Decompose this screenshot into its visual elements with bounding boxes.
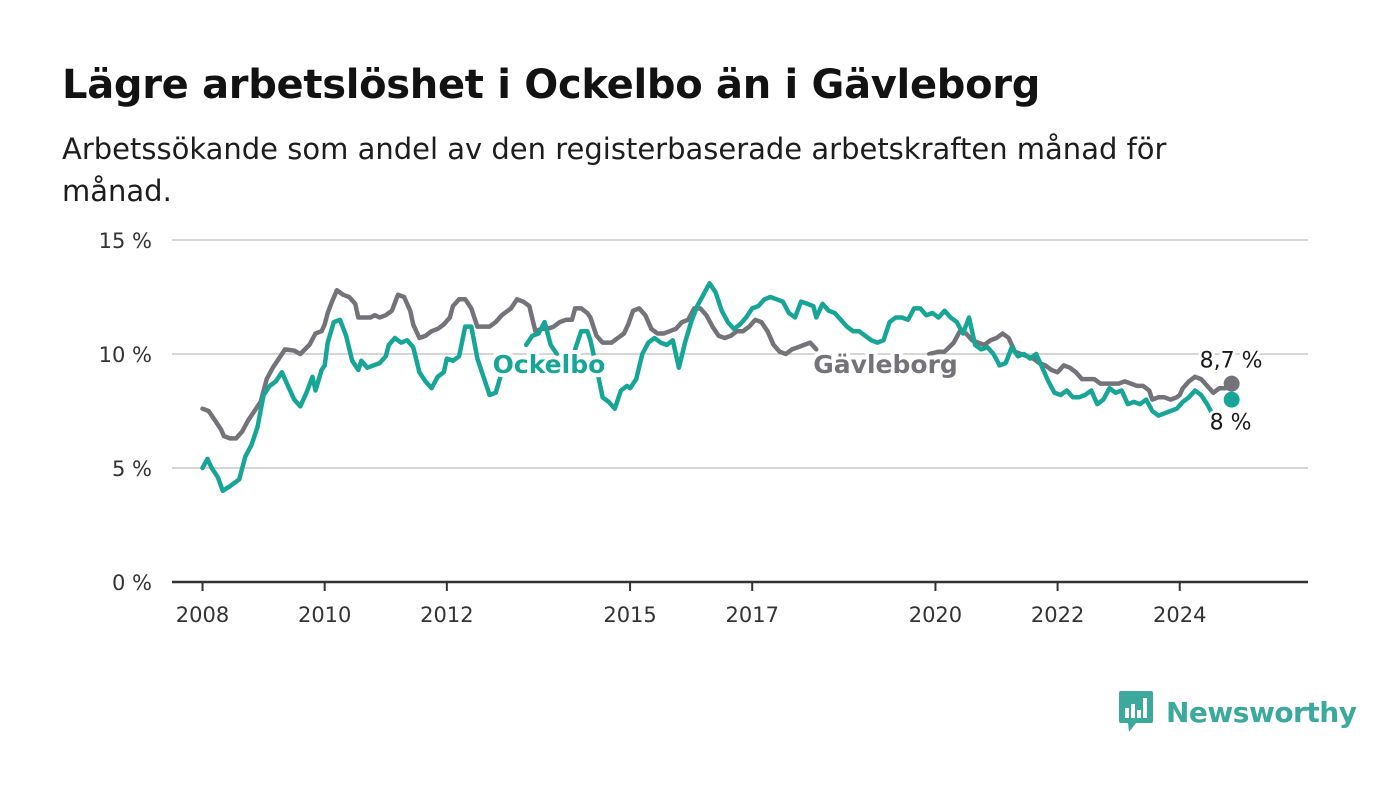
x-tick-label: 2017 [725, 603, 778, 627]
chart-subtitle: Arbetssökande som andel av den registerb… [62, 132, 1167, 208]
series-label: Gävleborg [813, 350, 958, 379]
series-line-gvleborg [927, 328, 1234, 402]
brand-name: Newsworthy [1166, 695, 1357, 729]
x-tick-label: 2012 [420, 603, 473, 627]
gridlines [172, 239, 1308, 469]
x-tick-label: 2010 [298, 603, 351, 627]
axes: 0 % 5 % 10 % 15 % 2008 2010 2012 2015 2017 2020 20… [99, 229, 1308, 627]
end-value-halo: 8,7 % [1200, 349, 1263, 374]
x-tick-label: 2024 [1153, 603, 1206, 627]
y-tick-label: 5 % [112, 457, 152, 481]
newsworthy-brand[interactable]: Newsworthy [1118, 690, 1357, 734]
x-tick-label: 2015 [603, 603, 656, 627]
end-value-label: 8,7 % [1200, 349, 1263, 374]
x-tick-label: 2020 [909, 603, 962, 627]
x-tick-label: 2008 [176, 603, 229, 627]
series-label: Ockelbo [493, 350, 606, 379]
end-point-marker [1223, 391, 1240, 408]
series-label-halo: Gävleborg [813, 350, 958, 379]
y-tick-label: 0 % [112, 571, 152, 595]
end-point-marker [1223, 375, 1240, 392]
y-tick-label: 10 % [99, 343, 152, 367]
x-tick-label: 2022 [1031, 603, 1084, 627]
y-tick-label: 15 % [99, 229, 152, 253]
series-line-ockelbo [200, 317, 505, 494]
series-line-gvleborg [200, 287, 819, 441]
end-value-label: 8 % [1210, 411, 1252, 436]
chart-title: Lägre arbetslöshet i Ockelbo än i Gävleb… [62, 62, 1041, 108]
series-lines [200, 281, 1240, 494]
end-value-halo: 8 % [1210, 411, 1252, 436]
series-line-ockelbo [572, 281, 1220, 430]
series-line-ockelbo [523, 319, 560, 357]
series-label-halo: Ockelbo [493, 350, 606, 379]
newsworthy-logo-icon [1119, 691, 1153, 732]
